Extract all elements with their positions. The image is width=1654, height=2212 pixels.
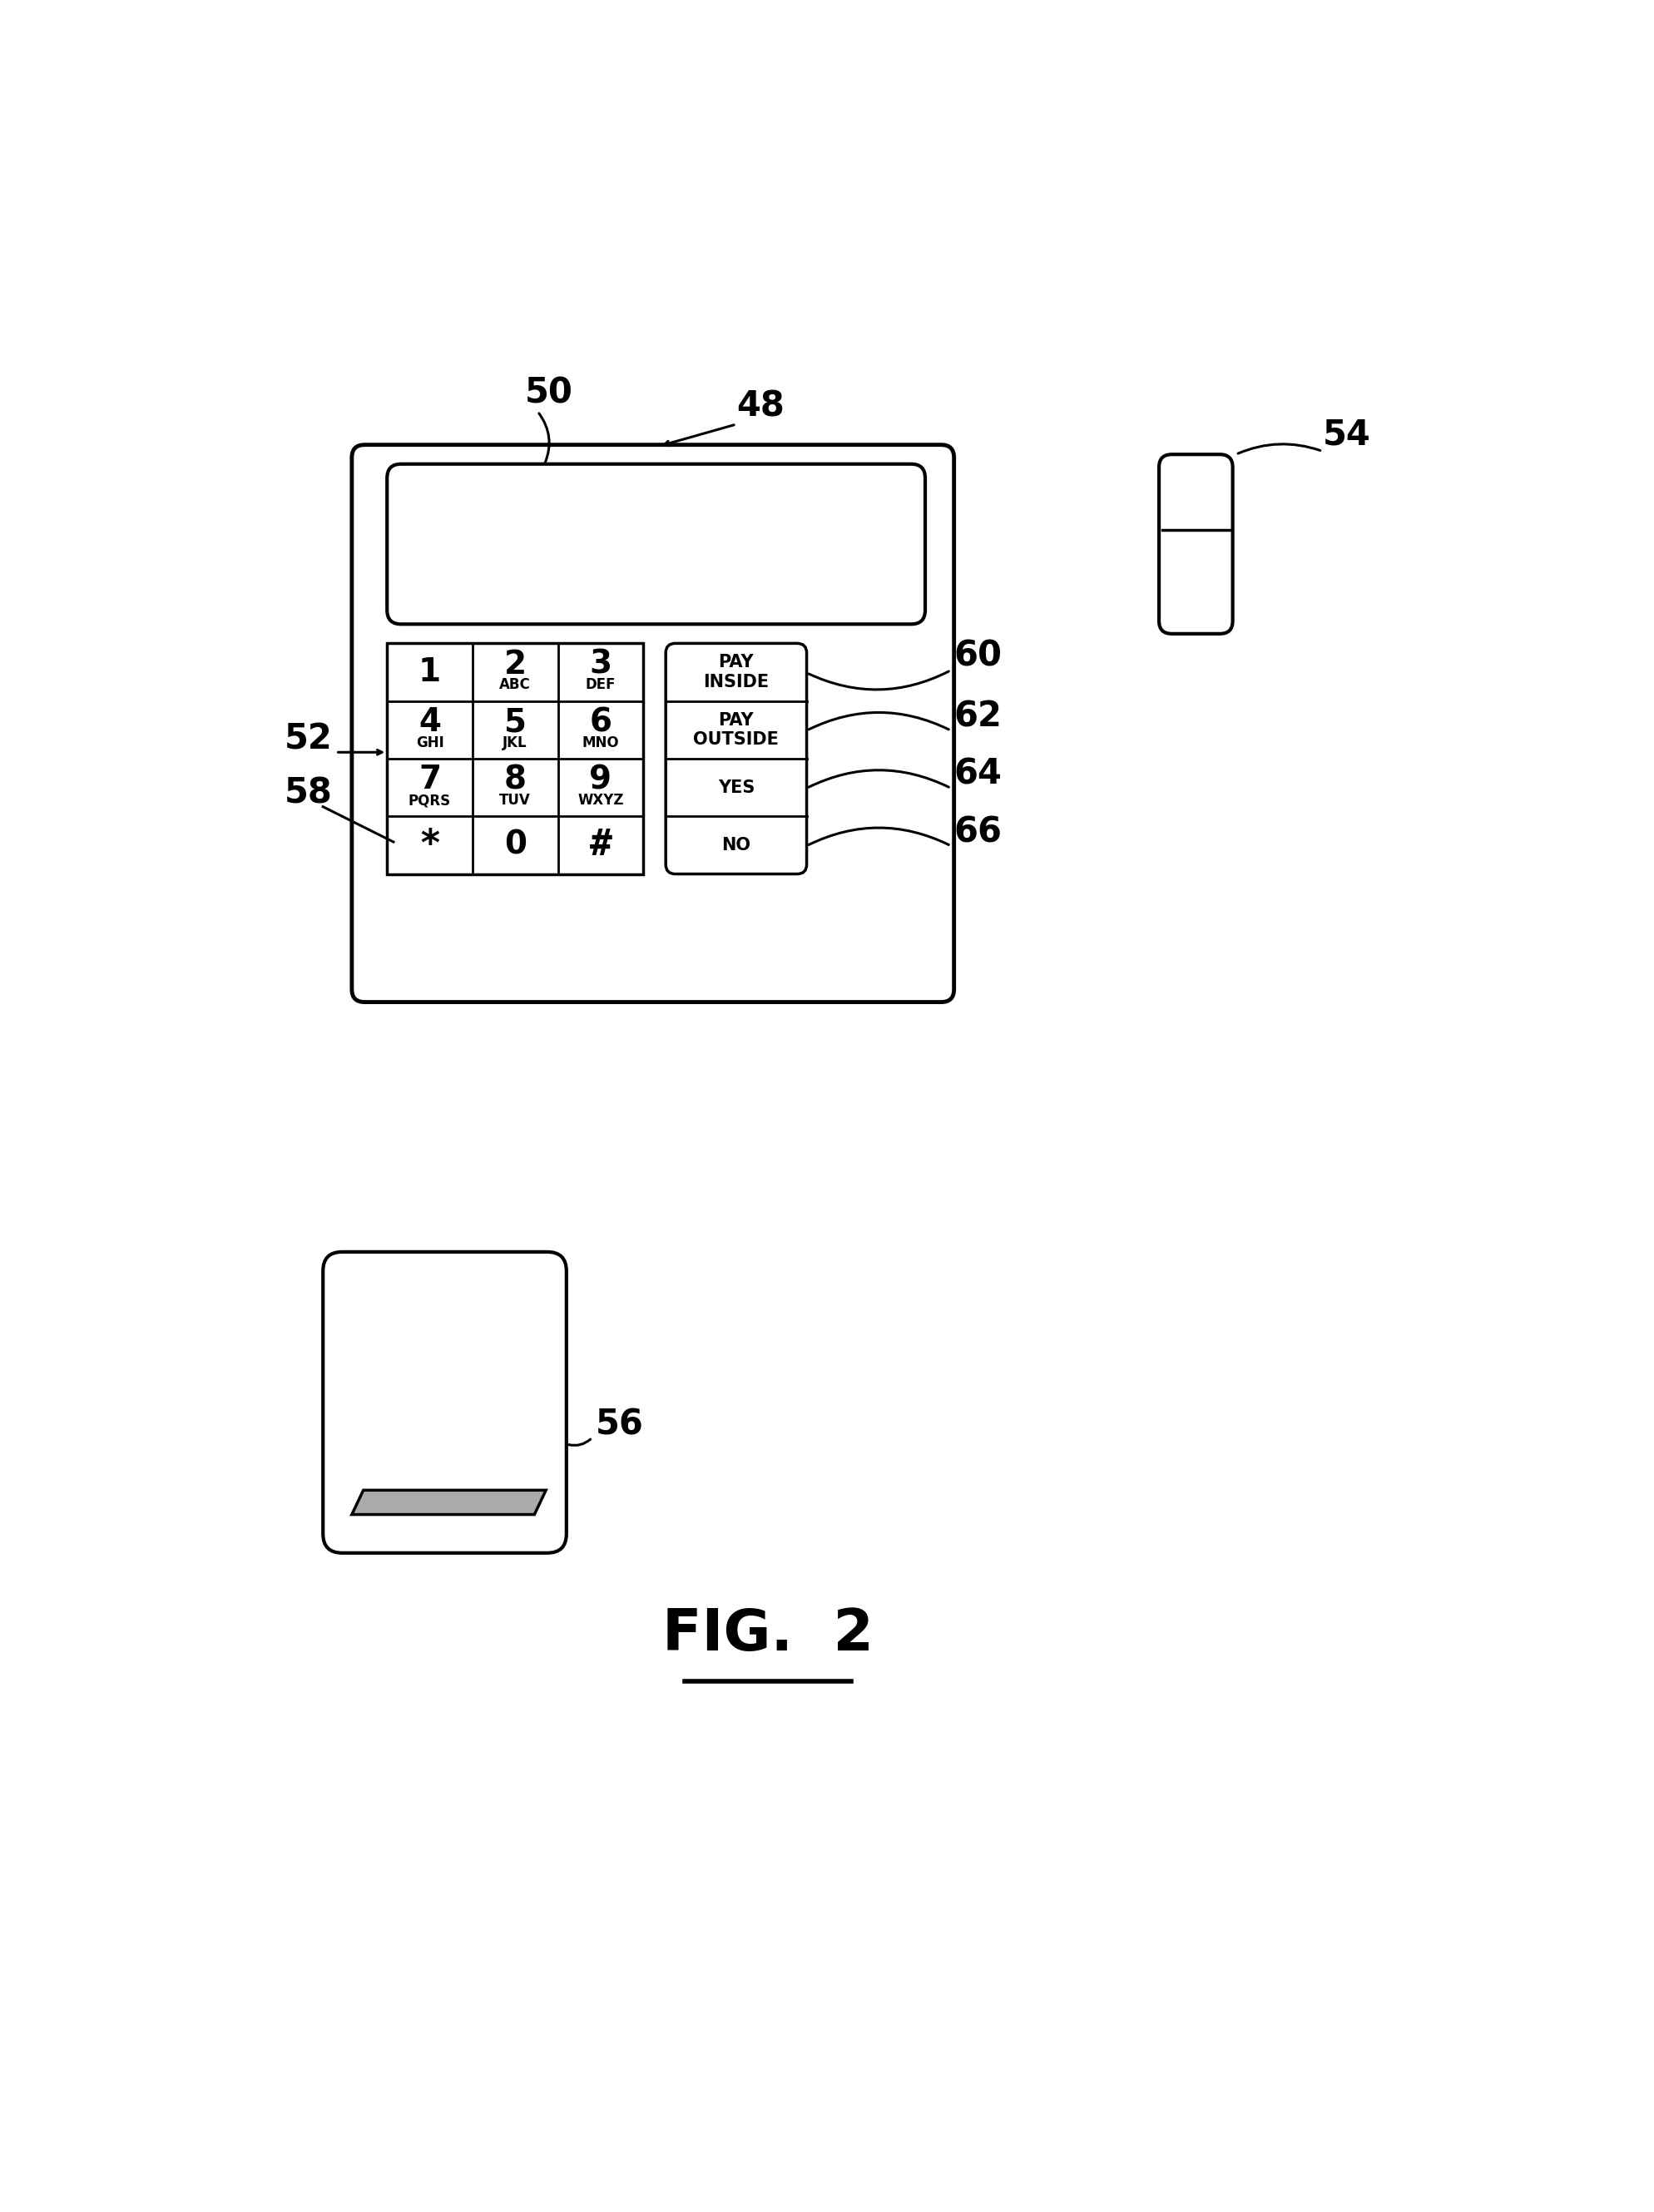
Text: #: # <box>589 827 612 863</box>
Text: 9: 9 <box>589 763 612 796</box>
Text: 62: 62 <box>954 699 1002 734</box>
Text: 4: 4 <box>418 706 442 739</box>
FancyBboxPatch shape <box>323 1252 566 1553</box>
Text: GHI: GHI <box>415 734 443 750</box>
Text: MNO: MNO <box>582 734 619 750</box>
Text: 5: 5 <box>504 706 526 739</box>
Text: FIG.  2: FIG. 2 <box>663 1606 873 1661</box>
Text: *: * <box>418 827 442 863</box>
Text: 50: 50 <box>524 376 572 411</box>
FancyBboxPatch shape <box>352 445 954 1002</box>
FancyBboxPatch shape <box>387 465 925 624</box>
FancyBboxPatch shape <box>667 644 807 874</box>
Text: 7: 7 <box>418 763 442 796</box>
Text: YES: YES <box>718 779 754 796</box>
Text: NO: NO <box>721 836 751 854</box>
Text: 6: 6 <box>589 706 612 739</box>
Text: ABC: ABC <box>500 677 531 692</box>
Text: DEF: DEF <box>586 677 615 692</box>
Text: JKL: JKL <box>503 734 528 750</box>
Text: PQRS: PQRS <box>409 792 452 807</box>
Text: 1: 1 <box>418 657 442 688</box>
FancyBboxPatch shape <box>1159 453 1232 635</box>
Text: 52: 52 <box>284 721 332 757</box>
Text: PAY
INSIDE: PAY INSIDE <box>703 655 769 690</box>
Text: 54: 54 <box>1323 418 1371 451</box>
Text: 48: 48 <box>736 389 784 422</box>
Text: 56: 56 <box>595 1407 643 1442</box>
Text: 2: 2 <box>504 648 526 681</box>
Text: 8: 8 <box>504 763 526 796</box>
Text: 3: 3 <box>589 648 612 681</box>
Text: PAY
OUTSIDE: PAY OUTSIDE <box>693 712 779 748</box>
Text: TUV: TUV <box>500 792 531 807</box>
Text: 64: 64 <box>954 757 1002 792</box>
Polygon shape <box>352 1491 546 1515</box>
Text: 60: 60 <box>954 639 1002 672</box>
Text: 0: 0 <box>504 830 526 860</box>
Text: 58: 58 <box>284 776 332 812</box>
Text: 66: 66 <box>954 814 1002 849</box>
Text: WXYZ: WXYZ <box>577 792 624 807</box>
Bar <box>387 644 643 874</box>
